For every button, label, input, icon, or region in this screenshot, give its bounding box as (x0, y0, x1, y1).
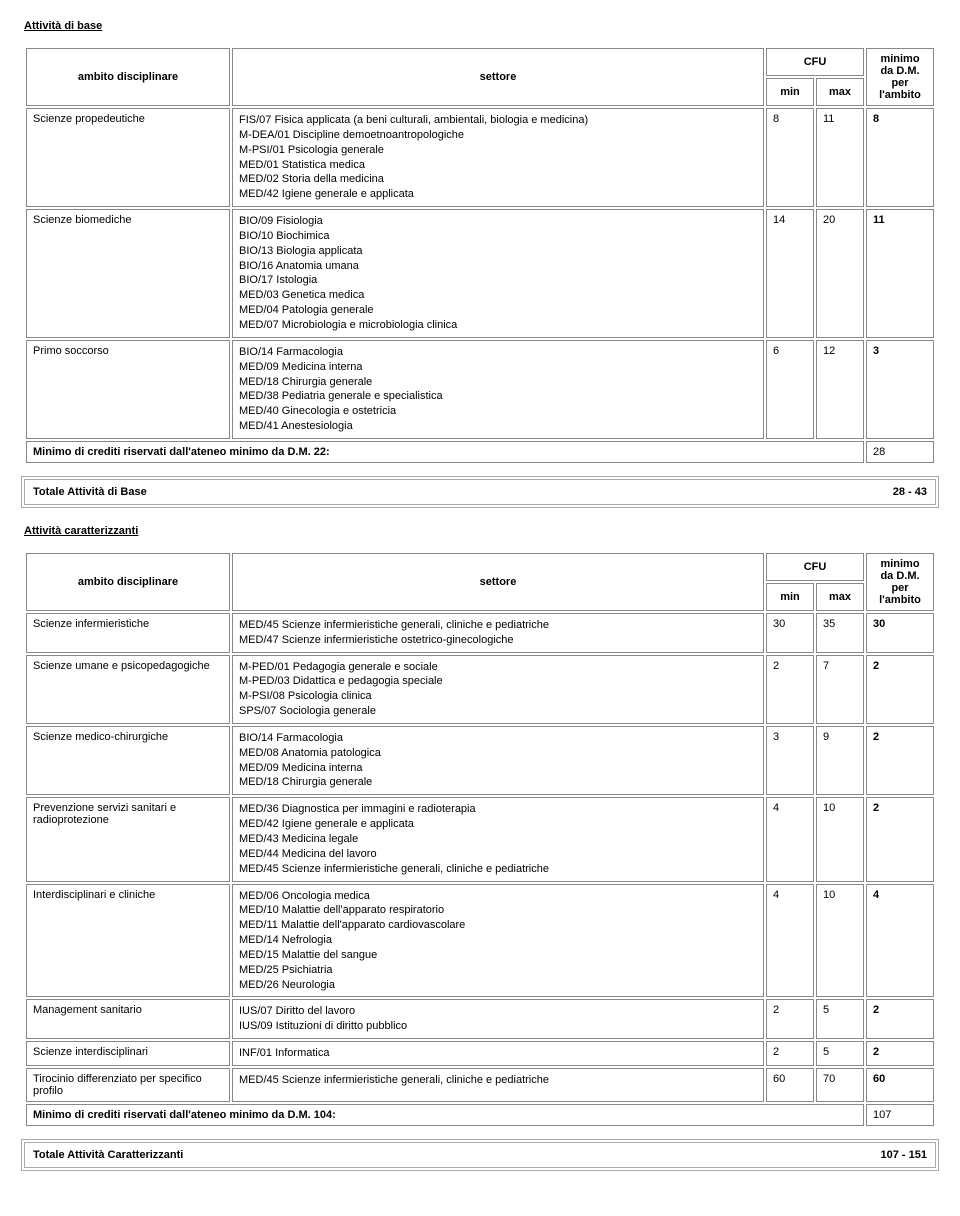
col-settore: settore (232, 48, 764, 106)
col-ambito: ambito disciplinare (26, 48, 230, 106)
settore-cell: MED/45 Scienze infermieristiche generali… (232, 1068, 764, 1102)
section1-total-val: 28 - 43 (893, 486, 927, 498)
table-row: Primo soccorsoBIO/14 FarmacologiaMED/09 … (26, 340, 934, 439)
settore-cell: M-PED/01 Pedagogia generale e socialeM-P… (232, 655, 764, 724)
max-cell: 70 (816, 1068, 864, 1102)
table-row: Scienze interdisciplinariINF/01 Informat… (26, 1041, 934, 1066)
min-cell: 30 (766, 613, 814, 653)
ambito-cell: Scienze biomediche (26, 209, 230, 338)
ambito-cell: Scienze umane e psicopedagogiche (26, 655, 230, 724)
col-min: min (766, 583, 814, 611)
section1-total: Totale Attività di Base 28 - 43 (24, 479, 936, 505)
max-cell: 10 (816, 797, 864, 881)
settore-cell: INF/01 Informatica (232, 1041, 764, 1066)
settore-cell: IUS/07 Diritto del lavoroIUS/09 Istituzi… (232, 999, 764, 1039)
table-row: Interdisciplinari e clinicheMED/06 Oncol… (26, 884, 934, 998)
minimo-cell: 60 (866, 1068, 934, 1102)
section1-total-label: Totale Attività di Base (33, 486, 147, 498)
max-cell: 11 (816, 108, 864, 207)
settore-cell: FIS/07 Fisica applicata (a beni cultural… (232, 108, 764, 207)
section1-table: ambito disciplinare settore CFU minimo d… (24, 46, 936, 465)
ambito-cell: Scienze interdisciplinari (26, 1041, 230, 1066)
min-cell: 6 (766, 340, 814, 439)
ambito-cell: Interdisciplinari e cliniche (26, 884, 230, 998)
col-cfu: CFU (766, 553, 864, 581)
table-row: Scienze infermieristicheMED/45 Scienze i… (26, 613, 934, 653)
minimo-cell: 2 (866, 797, 934, 881)
table-row: Scienze biomedicheBIO/09 FisiologiaBIO/1… (26, 209, 934, 338)
section2-total-label: Totale Attività Caratterizzanti (33, 1149, 183, 1161)
settore-cell: MED/45 Scienze infermieristiche generali… (232, 613, 764, 653)
max-cell: 9 (816, 726, 864, 795)
min-cell: 3 (766, 726, 814, 795)
table-row: Management sanitarioIUS/07 Diritto del l… (26, 999, 934, 1039)
max-cell: 10 (816, 884, 864, 998)
col-settore: settore (232, 553, 764, 611)
table-row: Scienze medico-chirurgicheBIO/14 Farmaco… (26, 726, 934, 795)
max-cell: 5 (816, 1041, 864, 1066)
ambito-cell: Scienze infermieristiche (26, 613, 230, 653)
settore-cell: BIO/14 FarmacologiaMED/08 Anatomia patol… (232, 726, 764, 795)
minimo-cell: 4 (866, 884, 934, 998)
min-cell: 14 (766, 209, 814, 338)
minimo-cell: 3 (866, 340, 934, 439)
max-cell: 12 (816, 340, 864, 439)
section2-table: ambito disciplinare settore CFU minimo d… (24, 551, 936, 1128)
minimo-cell: 8 (866, 108, 934, 207)
col-minimo: minimo da D.M. per l'ambito (866, 553, 934, 611)
minimo-cell: 2 (866, 999, 934, 1039)
col-minimo: minimo da D.M. per l'ambito (866, 48, 934, 106)
minimo-cell: 2 (866, 655, 934, 724)
section1-caption-val: 28 (866, 441, 934, 463)
minimo-cell: 2 (866, 1041, 934, 1066)
section2-total-val: 107 - 151 (881, 1149, 927, 1161)
section2-caption-val: 107 (866, 1104, 934, 1126)
section2-caption: Minimo di crediti riservati dall'ateneo … (26, 1104, 864, 1126)
settore-cell: BIO/14 FarmacologiaMED/09 Medicina inter… (232, 340, 764, 439)
min-cell: 4 (766, 797, 814, 881)
table-row: Tirocinio differenziato per specifico pr… (26, 1068, 934, 1102)
ambito-cell: Scienze propedeutiche (26, 108, 230, 207)
col-max: max (816, 583, 864, 611)
min-cell: 60 (766, 1068, 814, 1102)
max-cell: 7 (816, 655, 864, 724)
min-cell: 8 (766, 108, 814, 207)
ambito-cell: Tirocinio differenziato per specifico pr… (26, 1068, 230, 1102)
table-row: Prevenzione servizi sanitari e radioprot… (26, 797, 934, 881)
col-cfu: CFU (766, 48, 864, 76)
table-row: Scienze propedeuticheFIS/07 Fisica appli… (26, 108, 934, 207)
max-cell: 20 (816, 209, 864, 338)
min-cell: 2 (766, 999, 814, 1039)
col-min: min (766, 78, 814, 106)
settore-cell: MED/06 Oncologia medicaMED/10 Malattie d… (232, 884, 764, 998)
ambito-cell: Management sanitario (26, 999, 230, 1039)
ambito-cell: Scienze medico-chirurgiche (26, 726, 230, 795)
max-cell: 35 (816, 613, 864, 653)
table-row: Scienze umane e psicopedagogicheM-PED/01… (26, 655, 934, 724)
min-cell: 2 (766, 655, 814, 724)
minimo-cell: 11 (866, 209, 934, 338)
max-cell: 5 (816, 999, 864, 1039)
ambito-cell: Prevenzione servizi sanitari e radioprot… (26, 797, 230, 881)
min-cell: 4 (766, 884, 814, 998)
settore-cell: BIO/09 FisiologiaBIO/10 BiochimicaBIO/13… (232, 209, 764, 338)
ambito-cell: Primo soccorso (26, 340, 230, 439)
section2-total: Totale Attività Caratterizzanti 107 - 15… (24, 1142, 936, 1168)
col-ambito: ambito disciplinare (26, 553, 230, 611)
min-cell: 2 (766, 1041, 814, 1066)
settore-cell: MED/36 Diagnostica per immagini e radiot… (232, 797, 764, 881)
minimo-cell: 30 (866, 613, 934, 653)
minimo-cell: 2 (866, 726, 934, 795)
section1-title: Attività di base (24, 20, 936, 32)
col-max: max (816, 78, 864, 106)
section2-title: Attività caratterizzanti (24, 525, 936, 537)
section1-caption: Minimo di crediti riservati dall'ateneo … (26, 441, 864, 463)
